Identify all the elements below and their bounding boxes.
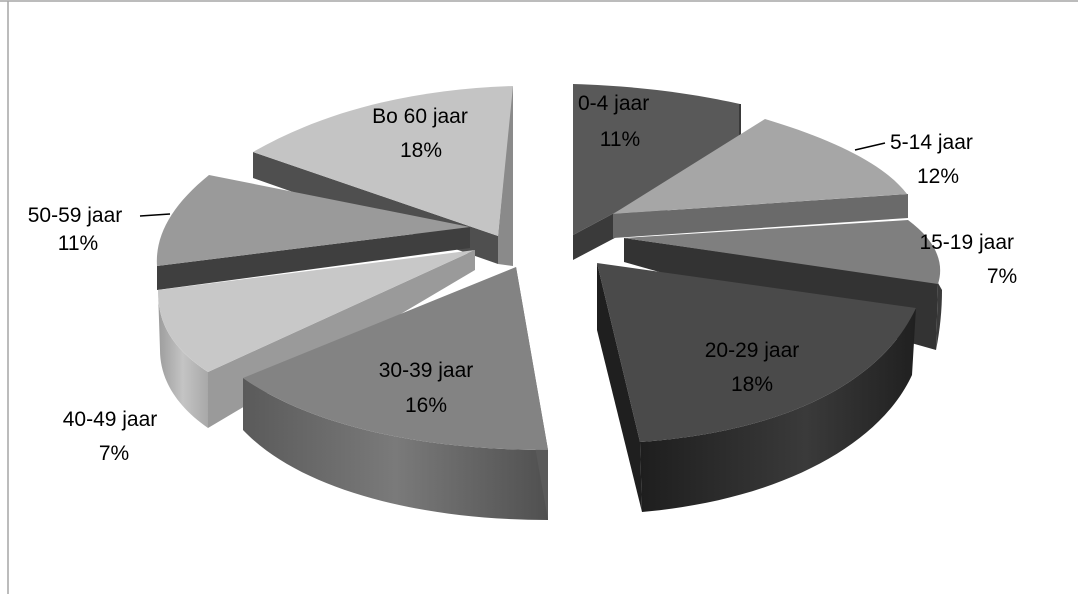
label-percent-50-59-jaar: 11% xyxy=(58,232,98,255)
label-percent-5-14-jaar: 12% xyxy=(917,165,959,188)
label-category-20-29-jaar: 20-29 jaar xyxy=(705,339,800,362)
slice-top-20-29-jaar xyxy=(597,263,916,442)
slice-top-bo-60-jaar xyxy=(253,86,513,236)
slice-top-50-59-jaar xyxy=(156,175,470,266)
slice-top-15-19-jaar xyxy=(624,220,941,284)
label-percent-15-19-jaar: 7% xyxy=(987,265,1017,288)
label-category-5-14-jaar: 5-14 jaar xyxy=(890,131,973,154)
label-percent-30-39-jaar: 16% xyxy=(405,394,447,417)
label-percent-bo-60-jaar: 18% xyxy=(400,139,442,162)
label-percent-40-49-jaar: 7% xyxy=(99,442,129,465)
slice-20-29-jaar xyxy=(597,263,916,512)
slice-top-40-49-jaar xyxy=(158,250,475,372)
label-percent-20-29-jaar: 18% xyxy=(731,373,773,396)
slice-top-5-14-jaar xyxy=(613,119,907,214)
slice-top-0-4-jaar xyxy=(573,84,740,235)
label-category-0-4-jaar: 0-4 jaar xyxy=(578,92,649,115)
leader-line-50-59-jaar xyxy=(139,213,171,217)
slice-30-39-jaar xyxy=(243,267,548,520)
label-category-50-59-jaar: 50-59 jaar xyxy=(28,204,123,227)
leader-line-5-14-jaar xyxy=(854,142,886,151)
slice-top-30-39-jaar xyxy=(243,267,548,450)
label-category-15-19-jaar: 15-19 jaar xyxy=(919,231,1014,254)
label-percent-0-4-jaar: 11% xyxy=(600,128,640,151)
slice-5-14-jaar xyxy=(613,119,908,238)
slice-50-59-jaar xyxy=(156,175,470,290)
label-category-40-49-jaar: 40-49 jaar xyxy=(63,408,158,431)
label-category-30-39-jaar: 30-39 jaar xyxy=(379,359,474,382)
label-category-bo-60-jaar: Bo 60 jaar xyxy=(372,105,468,128)
